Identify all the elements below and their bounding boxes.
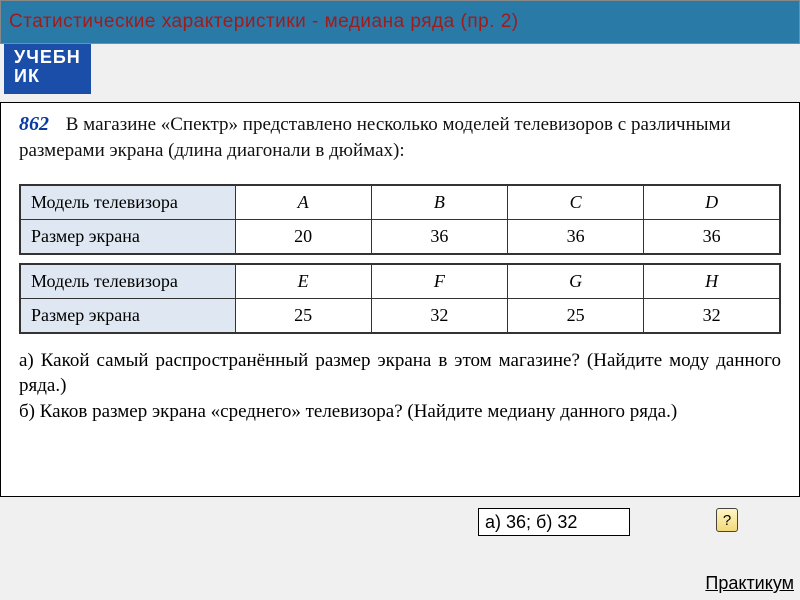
row-label-model: Модель телевизора <box>20 264 235 299</box>
model-cell: H <box>644 264 780 299</box>
title-bar: Статистические характеристики - медиана … <box>0 0 800 44</box>
table-row: Модель телевизора E F G H <box>20 264 780 299</box>
table-row: Размер экрана 20 36 36 36 <box>20 219 780 254</box>
models-table-top: Модель телевизора A B C D Размер экрана … <box>19 184 781 255</box>
size-cell: 36 <box>508 219 644 254</box>
model-cell: D <box>644 185 780 220</box>
textbook-page: 862 В магазине «Спектр» представлено нес… <box>0 102 800 497</box>
size-cell: 32 <box>371 298 507 333</box>
reveal-answer-button[interactable]: ? <box>716 508 738 532</box>
table-row: Размер экрана 25 32 25 32 <box>20 298 780 333</box>
model-cell: B <box>371 185 507 220</box>
answer-row: ? <box>0 504 800 544</box>
problem-number: 862 <box>19 113 49 135</box>
size-cell: 25 <box>508 298 644 333</box>
question-b: б) Каков размер экрана «среднего» телеви… <box>19 399 781 425</box>
answer-input[interactable] <box>478 508 630 536</box>
page-title: Статистические характеристики - медиана … <box>9 11 519 32</box>
textbook-tab[interactable]: УЧЕБНИК <box>4 44 91 94</box>
size-cell: 20 <box>235 219 371 254</box>
problem-intro: В магазине «Спектр» представлено несколь… <box>19 114 731 161</box>
model-cell: A <box>235 185 371 220</box>
table-row: Модель телевизора A B C D <box>20 185 780 220</box>
size-cell: 32 <box>644 298 780 333</box>
tables-wrap: Модель телевизора A B C D Размер экрана … <box>19 184 781 334</box>
tab-label: УЧЕБНИК <box>14 47 81 86</box>
question-a: а) Какой самый распространённый размер э… <box>19 348 781 399</box>
problem-block: 862 В магазине «Спектр» представлено нес… <box>1 103 799 176</box>
row-label-size: Размер экрана <box>20 219 235 254</box>
size-cell: 25 <box>235 298 371 333</box>
model-cell: C <box>508 185 644 220</box>
model-cell: E <box>235 264 371 299</box>
models-table-bottom: Модель телевизора E F G H Размер экрана … <box>19 263 781 334</box>
questions-block: а) Какой самый распространённый размер э… <box>1 344 799 425</box>
practicum-link[interactable]: Практикум <box>705 573 794 594</box>
row-label-size: Размер экрана <box>20 298 235 333</box>
row-label-model: Модель телевизора <box>20 185 235 220</box>
size-cell: 36 <box>644 219 780 254</box>
size-cell: 36 <box>371 219 507 254</box>
model-cell: F <box>371 264 507 299</box>
model-cell: G <box>508 264 644 299</box>
